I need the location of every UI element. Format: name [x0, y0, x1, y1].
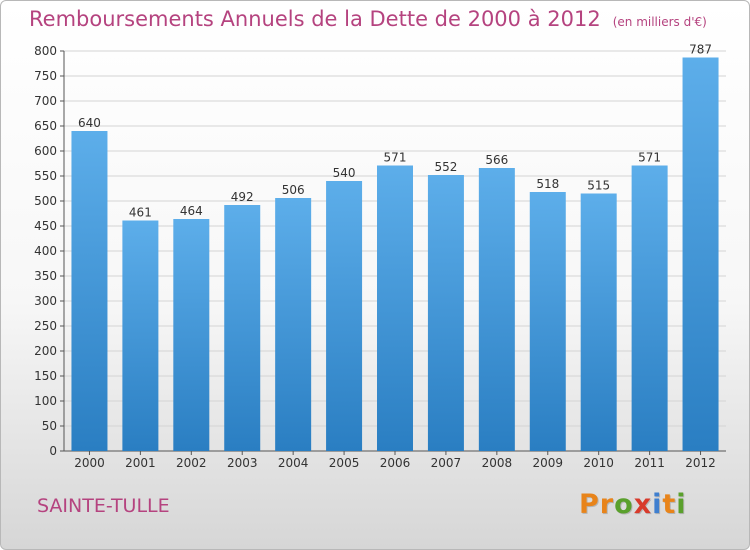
bar-2001: [122, 220, 159, 451]
y-tick-label: 100: [34, 394, 57, 408]
value-label: 640: [78, 116, 101, 130]
x-tick-label: 2002: [176, 456, 207, 470]
chart-unit: (en milliers d'€): [612, 15, 707, 29]
value-label: 492: [231, 190, 254, 204]
x-tick-labels: 2000 2001 2002 2003 2004 2005 2006 2007 2008 2009…: [74, 451, 716, 470]
x-tick-label: 2010: [583, 456, 614, 470]
value-label: 518: [536, 177, 559, 191]
x-tick-label: 2006: [380, 456, 411, 470]
bar-2008: [478, 168, 515, 451]
bars: [71, 57, 719, 451]
value-label: 566: [485, 153, 508, 167]
x-tick-label: 2007: [431, 456, 462, 470]
bar-2000: [71, 131, 108, 451]
y-tick-label: 50: [42, 419, 57, 433]
x-tick-label: 2011: [634, 456, 665, 470]
x-tick-label: 2004: [278, 456, 309, 470]
bar-2005: [326, 181, 363, 451]
y-tick-label: 550: [34, 169, 57, 183]
y-tick-label: 650: [34, 119, 57, 133]
bar-2012: [682, 57, 719, 451]
y-tick-label: 150: [34, 369, 57, 383]
y-tick-labels: 0 50 100 150 200 250 300 350 400 450 500 550 600 650 7…: [34, 44, 57, 458]
bar-2007: [427, 175, 464, 451]
y-tick-label: 400: [34, 244, 57, 258]
y-tick-label: 450: [34, 219, 57, 233]
value-label: 515: [587, 179, 610, 193]
bar-2009: [529, 192, 566, 451]
y-tick-label: 700: [34, 94, 57, 108]
place-name: SAINTE-TULLE: [37, 495, 170, 517]
value-labels: 640 461 464 492 506 540 571 552 566 518 515 571 787: [78, 43, 712, 220]
value-label: 571: [384, 151, 407, 165]
value-label: 506: [282, 183, 305, 197]
value-label: 787: [689, 43, 712, 57]
bar-2006: [377, 165, 413, 451]
value-label: 552: [434, 160, 457, 174]
title-line: Remboursements Annuels de la Dette de 20…: [29, 7, 707, 31]
bar-2011: [631, 165, 668, 451]
bar-2010: [580, 193, 617, 451]
x-tick-label: 2003: [227, 456, 258, 470]
x-tick-label: 2000: [74, 456, 105, 470]
value-label: 571: [638, 151, 661, 165]
y-tick-label: 600: [34, 144, 57, 158]
y-tick-label: 750: [34, 69, 57, 83]
chart-title: Remboursements Annuels de la Dette de 20…: [29, 7, 601, 31]
bar-2002: [173, 219, 210, 451]
x-tick-label: 2009: [532, 456, 563, 470]
value-label: 461: [129, 206, 152, 220]
y-tick-label: 500: [34, 194, 57, 208]
x-tick-label: 2012: [685, 456, 716, 470]
bar-2003: [224, 205, 261, 451]
y-tick-label: 250: [34, 319, 57, 333]
x-tick-label: 2001: [125, 456, 156, 470]
value-label: 464: [180, 204, 203, 218]
x-tick-label: 2008: [482, 456, 513, 470]
y-tick-label: 350: [34, 269, 57, 283]
y-tick-label: 200: [34, 344, 57, 358]
y-tick-label: 0: [49, 444, 57, 458]
y-tick-label: 300: [34, 294, 57, 308]
x-tick-label: 2005: [329, 456, 360, 470]
value-label: 540: [333, 166, 356, 180]
bar-2004: [275, 198, 312, 451]
y-tick-label: 800: [34, 44, 57, 58]
proxiti-logo: Proxiti: [579, 489, 687, 520]
